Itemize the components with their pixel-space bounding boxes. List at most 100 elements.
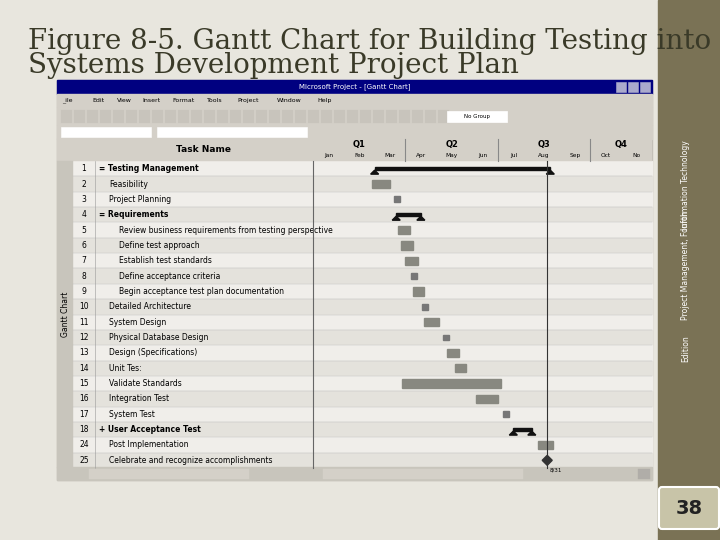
Text: 11: 11 [79,318,89,327]
Text: 4: 4 [81,210,86,219]
Bar [269,110,280,123]
Text: Q2: Q2 [445,140,458,150]
Bar [374,167,550,170]
Text: Format: Format [172,98,194,103]
Bar [57,161,73,468]
Text: Celebrate and recognize accomplishments: Celebrate and recognize accomplishments [109,456,272,465]
Bar [313,361,652,376]
Bar [139,110,150,123]
Bar [313,284,652,299]
Polygon shape [528,431,536,435]
Text: 13: 13 [79,348,89,357]
Text: Help: Help [317,98,331,103]
Text: System Design: System Design [109,318,166,327]
Text: 5: 5 [81,226,86,234]
Text: No: No [633,153,641,158]
Bar [397,226,410,234]
Bar [57,139,652,161]
Text: = Requirements: = Requirements [99,210,168,219]
Bar [113,110,124,123]
Text: Gantt Chart: Gantt Chart [60,292,70,337]
Bar [73,192,313,207]
Text: Integration Test: Integration Test [109,394,169,403]
Text: Q4: Q4 [615,140,628,150]
Text: Q3: Q3 [538,140,551,150]
Bar [61,110,72,123]
Text: Apr: Apr [416,153,426,158]
Text: Task Name: Task Name [176,145,232,154]
Bar [74,110,85,123]
Bar [57,94,652,107]
Bar [396,213,421,216]
Text: 12: 12 [79,333,89,342]
Bar [313,453,652,468]
Text: Systems Development Project Plan: Systems Development Project Plan [28,52,519,79]
Bar [204,110,215,123]
Text: Tools: Tools [207,98,222,103]
Text: 6: 6 [81,241,86,250]
Bar [394,197,400,202]
Text: Aug: Aug [539,153,550,158]
Bar [313,407,652,422]
Text: Review business requirements from testing perspective: Review business requirements from testin… [119,226,333,234]
Text: Project Planning: Project Planning [109,195,171,204]
Bar [360,110,371,123]
Bar [313,207,652,222]
Text: 7: 7 [81,256,86,265]
Text: = Testing Management: = Testing Management [99,164,199,173]
Text: Define test approach: Define test approach [119,241,199,250]
Text: May: May [446,153,458,158]
Bar [372,180,390,188]
Text: Define acceptance criteria: Define acceptance criteria [119,272,220,281]
Bar [165,110,176,123]
Text: Project: Project [237,98,258,103]
Bar [57,125,652,139]
Text: Feasibility: Feasibility [109,179,148,188]
Bar [87,110,98,123]
Polygon shape [417,216,425,220]
Bar [424,318,439,326]
Text: Jan: Jan [324,153,333,158]
Bar [538,441,554,449]
Text: Window: Window [277,98,302,103]
Text: Jul: Jul [510,153,517,158]
Text: Insert: Insert [142,98,160,103]
Bar [313,392,652,407]
Polygon shape [509,431,517,435]
Bar [313,437,652,453]
Text: 17: 17 [79,410,89,419]
Text: Sep: Sep [570,153,580,158]
Bar [640,82,650,92]
Bar [503,411,508,417]
FancyBboxPatch shape [659,487,719,529]
Bar [282,110,293,123]
Text: View: View [117,98,132,103]
Text: Figure 8-5. Gantt Chart for Building Testing into a: Figure 8-5. Gantt Chart for Building Tes… [28,28,720,55]
Text: Feb: Feb [354,153,364,158]
Bar [616,82,626,92]
Bar [323,469,523,479]
Bar [217,110,228,123]
Bar [73,299,313,314]
Bar [447,349,459,357]
Text: 8/31: 8/31 [549,467,562,472]
Text: 24: 24 [79,441,89,449]
Bar [411,273,417,279]
Bar [313,192,652,207]
Bar [313,238,652,253]
Bar [401,241,413,249]
Text: Validate Standards: Validate Standards [109,379,181,388]
Bar [191,110,202,123]
Text: System Test: System Test [109,410,155,419]
Bar [313,376,652,392]
Bar [73,361,313,376]
Text: Jun: Jun [478,153,487,158]
Bar [73,345,313,361]
Bar [313,330,652,345]
Bar [313,161,652,177]
Bar [157,127,307,137]
Bar [455,364,466,373]
Bar [57,467,652,480]
Text: + User Acceptance Test: + User Acceptance Test [99,425,201,434]
Bar [73,284,313,299]
